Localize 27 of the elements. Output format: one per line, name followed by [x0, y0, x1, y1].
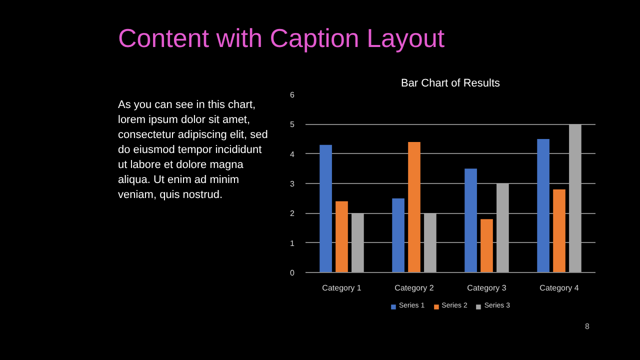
bar	[569, 124, 582, 272]
bar	[553, 189, 566, 272]
bar	[496, 184, 509, 272]
y-tick-label: 4	[290, 150, 296, 159]
x-tick-label: Category 2	[394, 284, 434, 292]
y-tick-label: 6	[290, 90, 296, 100]
bar	[392, 198, 404, 272]
bar	[537, 139, 550, 272]
y-tick-label: 5	[290, 120, 296, 130]
x-tick-label: Category 1	[322, 284, 362, 292]
y-tick-label: 0	[290, 268, 296, 278]
y-tick-label: 2	[290, 209, 296, 218]
bar	[480, 219, 493, 272]
bar	[320, 144, 332, 272]
chart-title: Bar Chart of Results	[400, 78, 501, 90]
text: 8	[585, 321, 590, 332]
y-tick-label: 3	[290, 180, 296, 188]
text: Content with Caption Layout	[118, 22, 445, 55]
bar	[352, 213, 364, 272]
text: As you can see in this chart, lorem ipsum dolor sit amet, consectetur adipiscing elit, sed do eiusmod tempor incididunt ut labore et dolore magna aliqua. Ut enim ad minim veniam, quis nostrud.	[118, 98, 269, 203]
x-tick-label: Category 4	[540, 284, 580, 292]
x-tick-label: Category 3	[467, 284, 507, 292]
bar	[424, 213, 436, 272]
bar	[464, 168, 477, 272]
y-tick-label: 1	[290, 238, 296, 248]
bar	[408, 142, 420, 272]
bar	[336, 201, 348, 272]
